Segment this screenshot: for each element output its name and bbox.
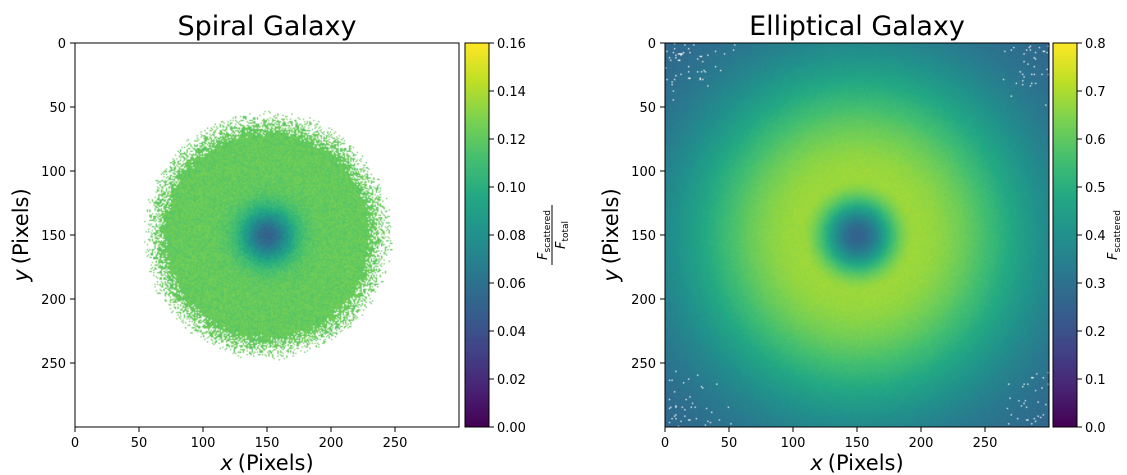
x-tick-label: 250 (383, 436, 408, 451)
x-tick-label: 150 (255, 436, 280, 451)
elliptical-colorbar-label: Fscattered (1106, 210, 1123, 260)
elliptical-y-ticks: 0 50 100 150 200 250 (631, 37, 665, 372)
y-tick-label: 150 (41, 229, 66, 244)
colorbar-tick-label: 0.10 (497, 181, 526, 196)
colorbar-tick-label: 0.06 (497, 277, 526, 292)
spiral-y-axis-label: y(Pixels) (9, 188, 33, 282)
colorbar-tick-label: 0.00 (497, 421, 526, 436)
spiral-title: Spiral Galaxy (178, 11, 357, 42)
colorbar-tick-label: 0.3 (1085, 277, 1106, 292)
spiral-galaxy-panel: Spiral Galaxy 0 50 100 150 200 250 0 50 100 150 2… (9, 11, 571, 475)
spiral-heatmap-image (75, 43, 459, 427)
y-tick-label: 50 (49, 101, 66, 116)
colorbar-tick-label: 0.14 (497, 85, 526, 100)
y-tick-label: 150 (631, 229, 656, 244)
colorbar-tick-label: 0.4 (1085, 229, 1106, 244)
elliptical-colorbar (1053, 43, 1077, 427)
spiral-y-ticks: 0 50 100 150 200 250 (41, 37, 75, 372)
y-tick-label: 200 (631, 293, 656, 308)
colorbar-tick-label: 0.1 (1085, 373, 1106, 388)
colorbar-tick-label: 0.12 (497, 133, 526, 148)
spiral-colorbar (465, 43, 489, 427)
x-tick-label: 100 (191, 436, 216, 451)
x-tick-label: 200 (909, 436, 934, 451)
colorbar-tick-label: 0.7 (1085, 85, 1106, 100)
spiral-colorbar-label: Fscattered Ftotal (536, 205, 571, 265)
colorbar-tick-label: 0.08 (497, 229, 526, 244)
colorbar-tick-label: 0.02 (497, 373, 526, 388)
y-tick-label: 50 (639, 101, 656, 116)
colorbar-tick-label: 0.04 (497, 325, 526, 340)
spiral-colorbar-ticks: 0.00 0.02 0.04 0.06 0.08 0.10 0.12 0.14 0.16 (489, 37, 526, 436)
spiral-x-ticks: 0 50 100 150 200 250 (71, 427, 408, 451)
elliptical-galaxy-panel: Elliptical Galaxy 0 50 100 150 200 250 0 50 100… (599, 11, 1123, 475)
y-tick-label: 0 (648, 37, 656, 52)
x-tick-label: 50 (721, 436, 738, 451)
elliptical-y-axis-label: y(Pixels) (599, 188, 623, 282)
y-tick-label: 250 (631, 357, 656, 372)
x-tick-label: 0 (71, 436, 79, 451)
elliptical-x-ticks: 0 50 100 150 200 250 (661, 427, 998, 451)
elliptical-heatmap-image (665, 43, 1049, 427)
svg-text:Fscattered: Fscattered (536, 210, 553, 260)
x-tick-label: 250 (973, 436, 998, 451)
colorbar-tick-label: 0.16 (497, 37, 526, 52)
y-tick-label: 0 (58, 37, 66, 52)
y-tick-label: 250 (41, 357, 66, 372)
y-tick-label: 200 (41, 293, 66, 308)
svg-text:Ftotal: Ftotal (554, 221, 571, 249)
elliptical-colorbar-ticks: 0.0 0.1 0.2 0.3 0.4 0.5 0.6 0.7 0.8 (1077, 37, 1106, 436)
y-tick-label: 100 (631, 165, 656, 180)
spiral-x-axis-label: x (Pixels) (219, 451, 313, 475)
x-tick-label: 100 (781, 436, 806, 451)
x-tick-label: 50 (131, 436, 148, 451)
colorbar-tick-label: 0.2 (1085, 325, 1106, 340)
elliptical-x-axis-label: x (Pixels) (809, 451, 903, 475)
colorbar-tick-label: 0.0 (1085, 421, 1106, 436)
x-tick-label: 0 (661, 436, 669, 451)
colorbar-tick-label: 0.8 (1085, 37, 1106, 52)
x-tick-label: 200 (319, 436, 344, 451)
y-tick-label: 100 (41, 165, 66, 180)
elliptical-title: Elliptical Galaxy (749, 11, 965, 42)
colorbar-tick-label: 0.5 (1085, 181, 1106, 196)
x-tick-label: 150 (845, 436, 870, 451)
colorbar-tick-label: 0.6 (1085, 133, 1106, 148)
